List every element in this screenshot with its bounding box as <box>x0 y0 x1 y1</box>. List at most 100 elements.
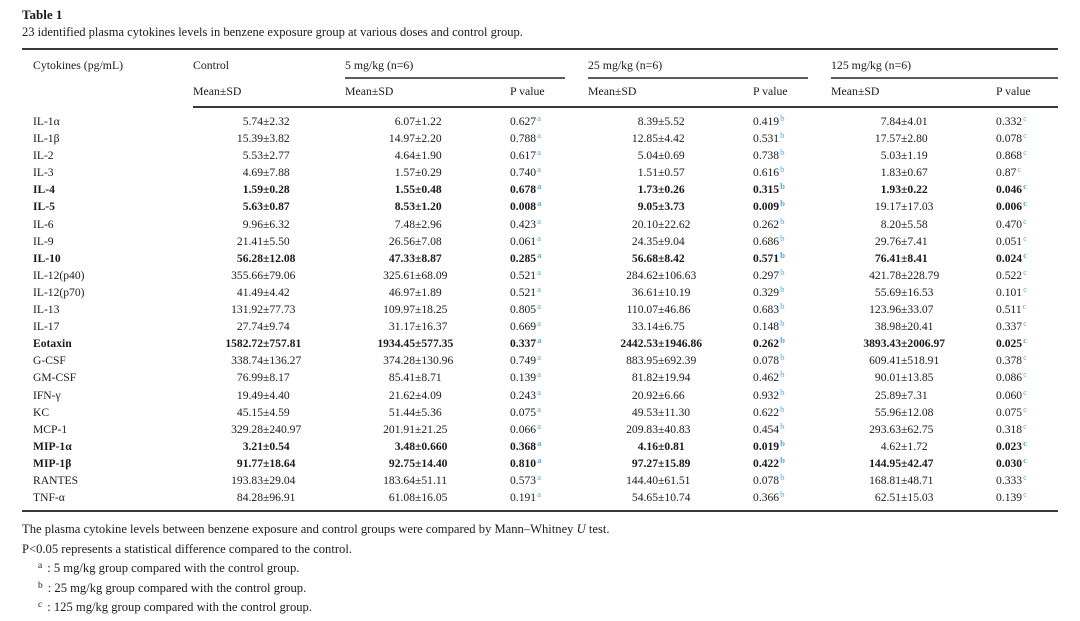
pvalue-superscript-b: b <box>780 232 785 243</box>
p-value-cell: 0.749a <box>510 352 541 368</box>
table-row: IL-1β 15.39 ±3.82 14.97 ±2.20 0.788a 12.85 ±4.4… <box>22 130 1058 147</box>
cytokine-name: IL-6 <box>33 217 54 231</box>
mean-sd-cell: 4.62 ±1.72 <box>880 439 928 453</box>
mean-sd-cell: 168.81 ±48.71 <box>869 473 934 487</box>
p-value-cell: 0.030c <box>996 454 1028 470</box>
footnote-c-text: : 125 mg/kg group compared with the cont… <box>47 600 312 615</box>
table-row: G-CSF 338.74 ±136.27 374.28 ±130.96 0.749a 883… <box>22 352 1058 369</box>
cytokine-name: IL-5 <box>33 200 55 214</box>
table-row: MCP-1 329.28 ±240.97 201.91 ±21.25 0.066a 209.… <box>22 421 1058 438</box>
mean-sd-cell: 21.41 ±5.50 <box>236 234 290 248</box>
cytokine-name: MCP-1 <box>33 422 68 436</box>
pvalue-superscript-b: b <box>780 437 786 448</box>
table-row: IL-13 131.92 ±77.73 109.97 ±18.25 0.805a 110.0… <box>22 301 1058 318</box>
subheader-p-value: P value <box>510 79 589 108</box>
p-value-cell: 0.521a <box>510 283 541 299</box>
p-value-cell: 0.87c <box>996 164 1022 180</box>
p-value-cell: 0.078b <box>753 471 785 487</box>
footnote-method-text: The plasma cytokine levels between benze… <box>22 522 577 537</box>
mean-sd-cell: 3893.43 ±2006.97 <box>863 337 946 351</box>
table-row: IL-12(p40) 355.66 ±79.06 325.61 ±68.09 0.521a… <box>22 267 1058 284</box>
p-value-cell: 0.337a <box>510 335 542 351</box>
mean-sd-cell: 338.74 ±136.27 <box>231 354 302 368</box>
cytokine-name: Eotaxin <box>33 337 72 351</box>
mean-sd-cell: 38.98 ±20.41 <box>874 320 934 334</box>
mean-sd-cell: 355.66 ±79.06 <box>231 268 296 282</box>
mean-sd-cell: 1.59 ±0.28 <box>242 183 290 197</box>
pvalue-superscript-a: a <box>537 437 542 448</box>
p-value-cell: 0.009b <box>753 198 786 214</box>
p-value-cell: 0.315b <box>753 181 786 197</box>
mean-sd-cell: 15.39 ±3.82 <box>236 132 290 146</box>
pvalue-superscript-c: c <box>1023 181 1028 192</box>
mean-sd-cell: 110.07 ±46.86 <box>626 303 691 317</box>
table-row: IL-10 56.28 ±12.08 47.33 ±8.87 0.285a 56.68 ±8.… <box>22 250 1058 267</box>
mean-sd-cell: 144.40 ±61.51 <box>626 473 691 487</box>
mean-sd-cell: 7.84 ±4.01 <box>880 115 928 128</box>
mean-sd-cell: 55.96 ±12.08 <box>874 405 934 419</box>
pvalue-superscript-a: a <box>537 249 542 260</box>
mean-sd-cell: 46.97 ±1.89 <box>388 285 442 299</box>
table-header: Cytokines (pg/mL) Control 5 mg/kg (n=6) … <box>22 49 1059 108</box>
pvalue-superscript-b: b <box>780 454 786 465</box>
table-row: KC 45.15 ±4.59 51.44 ±5.36 0.075a 49.53 ±11.30 0… <box>22 404 1058 421</box>
pvalue-superscript-c: c <box>1023 232 1028 243</box>
table-row: IL-3 4.69 ±7.88 1.57 ±0.29 0.740a 1.51 ±0.57 0.6… <box>22 164 1058 181</box>
pvalue-superscript-c: c <box>1023 130 1028 141</box>
cytokine-name: IL-1α <box>33 114 60 128</box>
p-value-cell: 0.616b <box>753 164 785 180</box>
p-value-cell: 0.423a <box>510 215 541 231</box>
p-value-cell: 0.531b <box>753 130 785 146</box>
mean-sd-cell: 55.69 ±16.53 <box>874 285 934 299</box>
pvalue-superscript-a: a <box>537 232 541 243</box>
subheader-mean-sd: Mean±SD <box>831 79 997 108</box>
pvalue-superscript-a: a <box>537 489 541 500</box>
mean-sd-cell: 19.49 ±4.40 <box>236 388 290 402</box>
footnote-a: a: 5 mg/kg group compared with the contr… <box>22 559 1058 579</box>
footnote-method-u: U <box>576 522 586 537</box>
cytokine-name: KC <box>33 405 50 419</box>
p-value-cell: 0.669a <box>510 318 541 334</box>
mean-sd-cell: 1934.45 ±577.35 <box>377 337 454 351</box>
p-value-cell: 0.454b <box>753 420 785 436</box>
pvalue-superscript-c: c <box>1023 454 1028 465</box>
table-row: IL-5 5.63 ±0.87 8.53 ±1.20 0.008a 9.05 ±3.73 0.0… <box>22 198 1058 215</box>
pvalue-superscript-c: c <box>1023 437 1028 448</box>
pvalue-superscript-b: b <box>780 420 785 431</box>
mean-sd-cell: 84.28 ±96.91 <box>236 491 296 505</box>
pvalue-superscript-a: a <box>537 130 541 141</box>
mean-sd-cell: 883.95 ±692.39 <box>626 354 697 368</box>
p-value-cell: 0.285a <box>510 249 542 265</box>
pvalue-superscript-c: c <box>1023 198 1028 209</box>
mean-sd-cell: 62.51 ±15.03 <box>874 491 934 505</box>
p-value-cell: 0.060c <box>996 386 1028 402</box>
p-value-cell: 0.868c <box>996 147 1028 163</box>
pvalue-superscript-c: c <box>1023 420 1028 431</box>
p-value-cell: 0.462b <box>753 369 785 385</box>
mean-sd-cell: 1.83 ±0.67 <box>880 166 928 180</box>
p-value-cell: 0.139a <box>510 369 541 385</box>
table-row: IL-12(p70) 41.49 ±4.42 46.97 ±1.89 0.521a 36.6… <box>22 284 1058 301</box>
p-value-cell: 0.521a <box>510 266 541 282</box>
table-row: IL-2 5.53 ±2.77 4.64 ±1.90 0.617a 5.04 ±0.69 0.7… <box>22 147 1058 164</box>
p-value-cell: 0.075c <box>996 403 1028 419</box>
pvalue-superscript-b: b <box>780 113 785 123</box>
table-row: MIP-1β 91.77 ±18.64 92.75 ±14.40 0.810a 97.27 ±… <box>22 455 1058 472</box>
cytokine-name: IL-9 <box>33 234 54 248</box>
mean-sd-cell: 183.64 ±51.11 <box>383 473 448 487</box>
pvalue-superscript-c: c <box>1023 147 1028 158</box>
mean-sd-cell: 144.95 ±42.47 <box>869 456 934 470</box>
mean-sd-cell: 29.76 ±7.41 <box>874 234 928 248</box>
mean-sd-cell: 123.96 ±33.07 <box>869 303 934 317</box>
mean-sd-cell: 4.69 ±7.88 <box>242 166 290 180</box>
mean-sd-cell: 51.44 ±5.36 <box>388 405 442 419</box>
p-value-cell: 0.332c <box>996 113 1028 128</box>
pvalue-superscript-b: b <box>780 198 786 209</box>
pvalue-superscript-a: a <box>537 454 542 465</box>
mean-sd-cell: 9.96 ±6.32 <box>242 217 290 231</box>
p-value-cell: 0.024c <box>996 249 1028 265</box>
mean-sd-cell: 7.48 ±2.96 <box>394 217 442 231</box>
mean-sd-cell: 20.10 ±22.62 <box>631 217 691 231</box>
group-label-125mgkg: 125 mg/kg (n=6) <box>831 58 1059 79</box>
